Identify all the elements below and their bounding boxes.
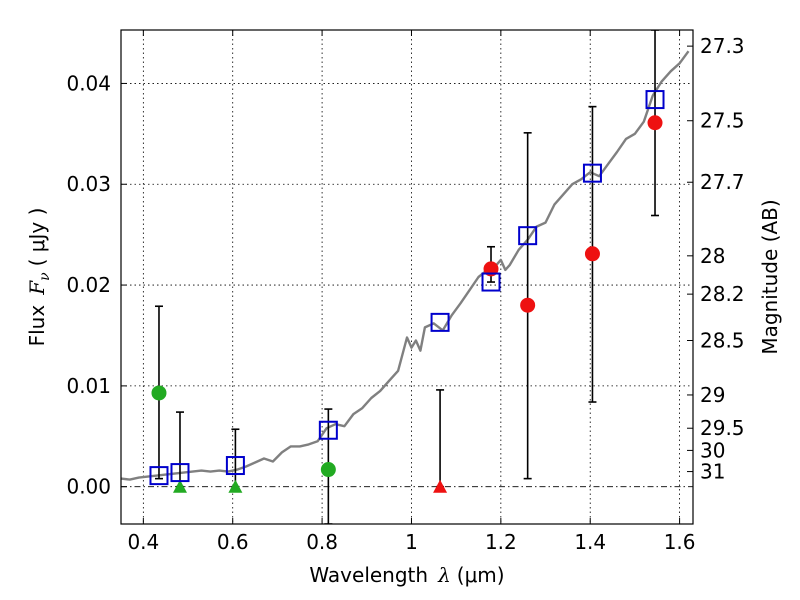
model-photometry-square: [430, 312, 450, 332]
grid-lines: [121, 30, 693, 524]
model-photometry-square: [582, 163, 602, 183]
observed-red-upper-limit-marker: [433, 479, 448, 493]
y-tick-label: 0.03: [66, 172, 111, 196]
model-photometry-square: [170, 463, 190, 483]
axes: 0.4 0.6 0.8 1 1.2 1.4 1.6 0.00 0.01 0.02 0.03 0.04 2…: [66, 29, 745, 554]
magnitude-tick-label: 28.5: [700, 329, 745, 353]
observed-green-point: [320, 462, 336, 478]
magnitude-tick-label: 27.5: [700, 109, 745, 133]
observed-red-point: [647, 115, 663, 131]
observed-red-point: [584, 246, 600, 262]
model-photometry-square: [518, 226, 538, 246]
y-tick-label: 0.02: [66, 273, 111, 297]
model-photometry-square: [225, 456, 245, 476]
x-tick-label: 0.6: [217, 530, 249, 554]
magnitude-tick-label: 27.3: [700, 34, 745, 58]
model-photometry-square: [149, 466, 169, 486]
observed-green-upper-limit-marker: [172, 479, 187, 493]
model-photometry-square: [318, 420, 338, 440]
magnitude-tick-label: 31: [700, 460, 725, 484]
plot-frame: [120, 29, 694, 525]
x-tick-label: 0.8: [306, 530, 338, 554]
magnitude-tick-label: 28: [700, 244, 725, 268]
magnitude-tick-label: 29.5: [700, 416, 745, 440]
plot-area: [121, 30, 690, 524]
observed-green-upper-limit-marker: [228, 479, 243, 493]
spectrum-line: [121, 50, 690, 481]
y-tick-label: 0.04: [66, 71, 111, 95]
x-tick-label: 1.6: [664, 530, 696, 554]
magnitude-tick-label: 27.7: [700, 170, 745, 194]
y-tick-label: 0.00: [66, 475, 111, 499]
model-photometry-square: [645, 90, 665, 110]
observed-green-point: [151, 385, 167, 401]
observed-red-point: [520, 297, 536, 313]
magnitude-tick-label: 28.2: [700, 282, 745, 306]
model-photometry-square: [481, 272, 501, 292]
y-axis-label: FluxFν( μJy ): [25, 208, 53, 347]
y-tick-label: 0.01: [66, 374, 111, 398]
x-tick-label: 1.2: [485, 530, 517, 554]
x-axis-label: Wavelength λ (μm): [309, 563, 504, 587]
x-tick-label: 0.4: [127, 530, 159, 554]
magnitude-tick-label: 30: [700, 438, 725, 462]
x-tick-label: 1.4: [574, 530, 606, 554]
magnitude-tick-label: 29: [700, 383, 725, 407]
x-tick-label: 1: [405, 530, 418, 554]
y2-axis-label: Magnitude (AB): [758, 199, 782, 354]
